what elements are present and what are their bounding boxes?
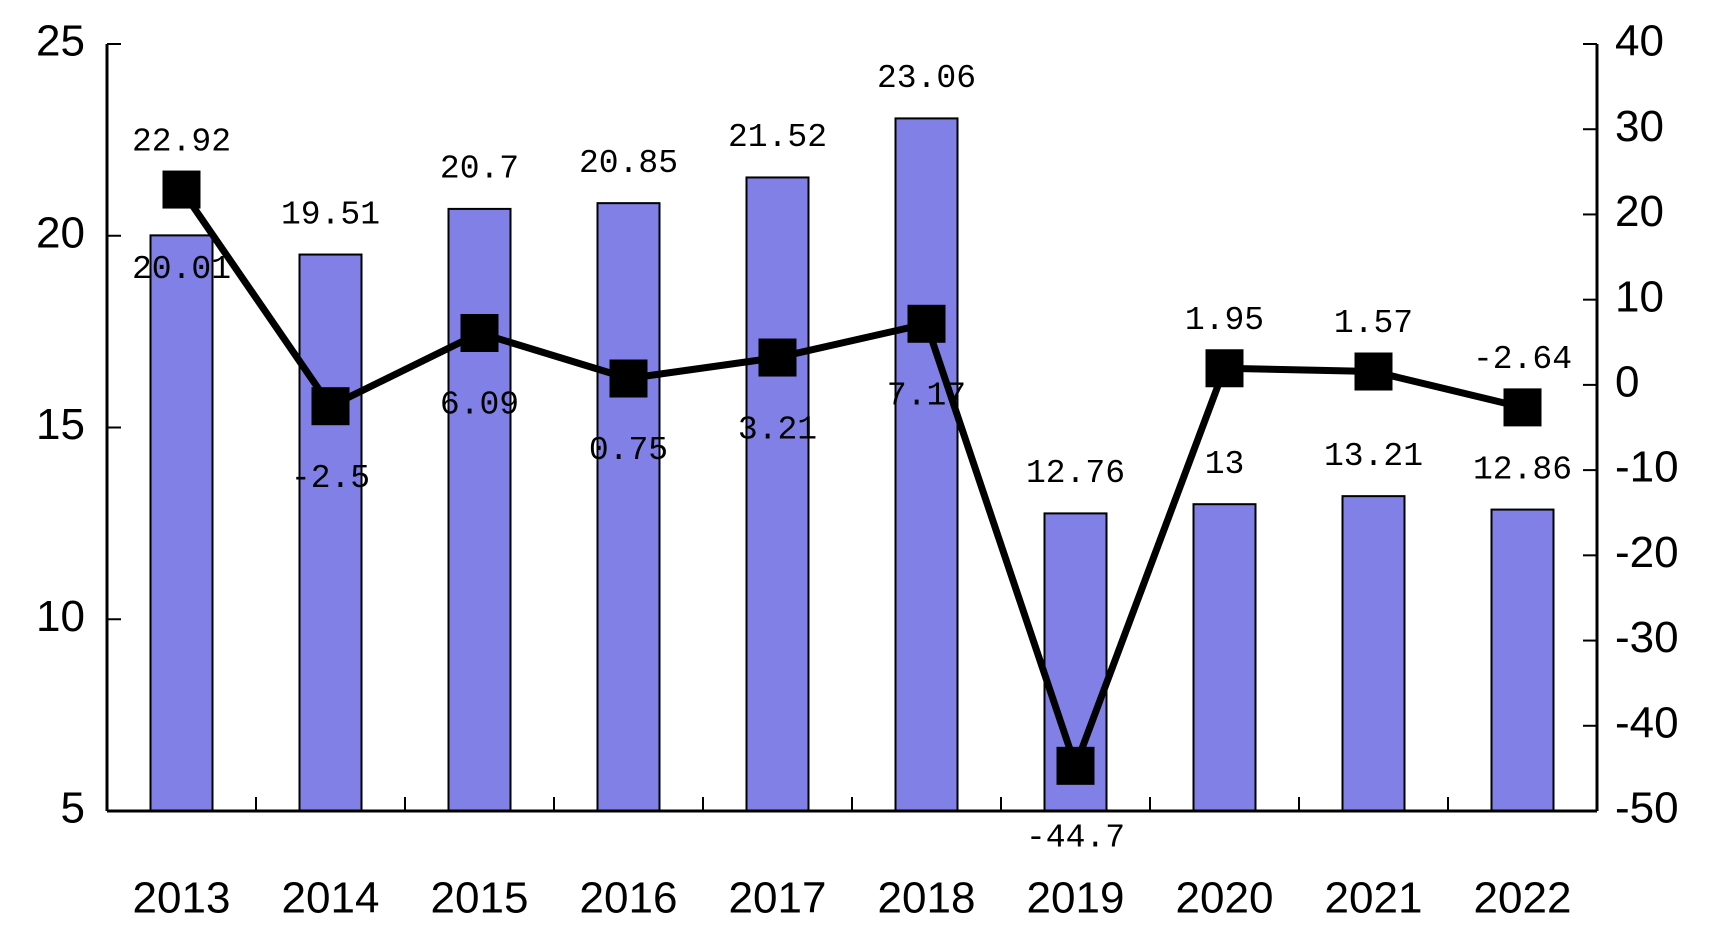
bar: [447, 207, 512, 812]
bar: [1192, 503, 1257, 812]
bar: [1341, 495, 1406, 812]
line-marker: [1205, 349, 1244, 388]
y-tick-label: 5: [61, 784, 85, 833]
x-tick-label: 2014: [282, 874, 380, 923]
line-marker: [1503, 388, 1542, 427]
x-tick-label: 2019: [1027, 874, 1125, 923]
line-value-label: -44.7: [1026, 820, 1125, 857]
bar: [894, 117, 959, 813]
line-value-label: 6.09: [440, 387, 519, 424]
y-tick-label: 20: [36, 208, 85, 257]
x-tick-label: 2020: [1176, 874, 1274, 923]
x-tick-label: 2015: [431, 874, 529, 923]
bar-value-label: 20.01: [132, 251, 231, 288]
bar: [298, 253, 363, 812]
bar-value-label: 13: [1205, 446, 1245, 483]
y2-tick-label: 40: [1615, 17, 1664, 66]
bar: [596, 202, 661, 812]
y2-tick-label: -10: [1615, 443, 1679, 492]
line-value-label: -2.64: [1473, 341, 1572, 378]
line-marker: [758, 338, 797, 377]
y-tick-label: 25: [36, 17, 85, 66]
bar-value-label: 12.76: [1026, 455, 1125, 492]
line-marker: [460, 313, 499, 352]
bar-value-label: 21.52: [728, 119, 827, 156]
x-tick-label: 2013: [133, 874, 231, 923]
line-value-label: 22.92: [132, 123, 231, 160]
bar: [1490, 508, 1555, 812]
bar-value-label: 12.86: [1473, 451, 1572, 488]
line-marker: [1354, 352, 1393, 391]
bar-value-label: 23.06: [877, 60, 976, 97]
y2-tick-label: 0: [1615, 358, 1639, 407]
line-value-label: 0.75: [589, 432, 668, 469]
line-marker: [907, 304, 946, 343]
y2-tick-label: -30: [1615, 613, 1679, 662]
y-tick-label: 10: [36, 592, 85, 641]
x-tick-label: 2018: [878, 874, 976, 923]
y2-tick-label: -20: [1615, 528, 1679, 577]
line-value-label: -2.5: [291, 460, 370, 497]
line-marker: [1056, 746, 1095, 785]
y2-tick-label: 20: [1615, 187, 1664, 236]
line-value-label: 7.17: [887, 378, 966, 415]
bar-value-label: 13.21: [1324, 438, 1423, 475]
y-tick-label: 15: [36, 400, 85, 449]
line-value-label: 1.57: [1334, 305, 1413, 342]
x-tick-label: 2021: [1325, 874, 1423, 923]
x-tick-label: 2017: [729, 874, 827, 923]
line-marker: [609, 359, 648, 398]
y2-tick-label: 30: [1615, 102, 1664, 151]
y2-tick-label: 10: [1615, 272, 1664, 321]
line-value-label: 1.95: [1185, 302, 1264, 339]
bar-value-label: 20.85: [579, 145, 678, 182]
line-marker: [311, 387, 350, 426]
x-tick-label: 2022: [1474, 874, 1572, 923]
bar: [745, 176, 810, 812]
bar-value-label: 19.51: [281, 196, 380, 233]
line: [178, 187, 1524, 770]
y2-tick-label: -50: [1615, 784, 1679, 833]
bar-value-label: 20.7: [440, 151, 519, 188]
x-tick-label: 2016: [580, 874, 678, 923]
line-value-label: 3.21: [738, 411, 817, 448]
bar: [149, 234, 214, 812]
line-marker: [162, 170, 201, 209]
y2-tick-label: -40: [1615, 698, 1679, 747]
